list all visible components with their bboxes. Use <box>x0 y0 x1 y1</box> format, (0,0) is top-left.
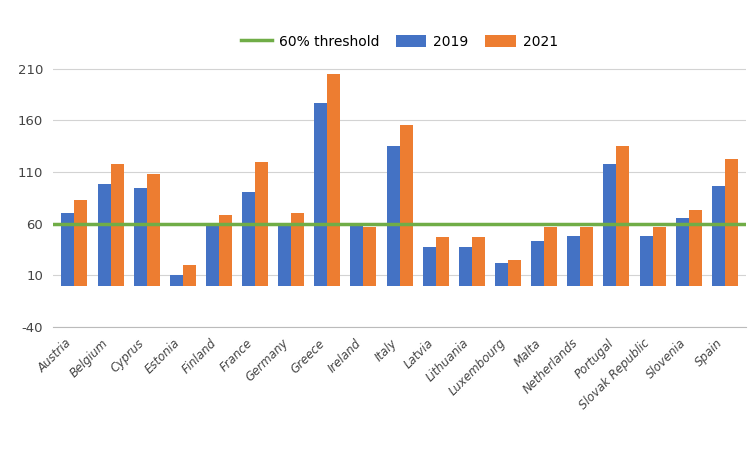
Bar <box>314 103 327 286</box>
Bar <box>278 225 291 286</box>
Bar <box>242 192 255 286</box>
60% threshold <box>70 221 79 226</box>
Bar <box>291 213 305 286</box>
Bar <box>111 163 124 286</box>
Bar <box>436 237 449 286</box>
Bar <box>75 200 87 286</box>
Bar <box>183 265 196 286</box>
Bar <box>387 146 400 286</box>
Bar <box>676 218 688 286</box>
Bar <box>170 275 182 286</box>
Bar <box>567 236 581 286</box>
Legend: 60% threshold, 2019, 2021: 60% threshold, 2019, 2021 <box>236 29 563 54</box>
Bar <box>363 227 376 286</box>
Bar <box>531 241 544 286</box>
Bar <box>62 213 75 286</box>
Bar <box>206 225 219 286</box>
Bar <box>255 162 268 286</box>
Bar <box>400 125 412 286</box>
Bar <box>508 260 521 286</box>
Bar <box>147 174 160 286</box>
Bar <box>603 163 616 286</box>
Bar <box>472 237 485 286</box>
Bar <box>327 74 340 286</box>
Bar <box>652 227 666 286</box>
Bar <box>219 215 232 286</box>
Bar <box>616 146 630 286</box>
Bar <box>544 227 557 286</box>
Bar <box>133 188 147 286</box>
Bar <box>423 247 436 286</box>
Bar <box>725 159 737 286</box>
Bar <box>495 263 508 286</box>
Bar <box>351 225 363 286</box>
Bar <box>639 236 652 286</box>
Bar <box>581 227 593 286</box>
Bar <box>97 184 111 286</box>
Bar <box>712 186 725 286</box>
60% threshold <box>106 221 115 226</box>
Bar <box>459 247 472 286</box>
Bar <box>688 210 702 286</box>
